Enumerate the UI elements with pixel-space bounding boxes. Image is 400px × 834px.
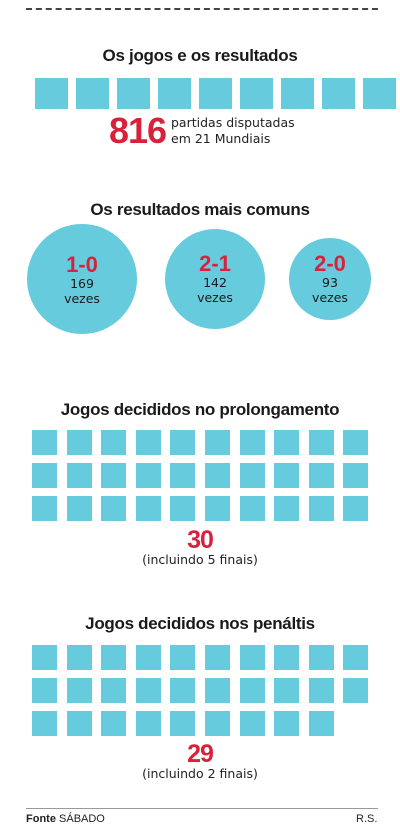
match-icon	[240, 78, 273, 109]
extra-time-caption: (incluindo 5 finais)	[142, 552, 258, 567]
extra-time-total: 30	[187, 526, 214, 554]
penalty-icon	[135, 711, 161, 736]
matches-total: 816	[109, 110, 167, 151]
extra-time-icon	[343, 463, 369, 488]
extra-time-icon	[101, 496, 127, 521]
extra-time-icon	[308, 430, 334, 455]
source-label: Fonte	[26, 813, 56, 825]
penalties-caption: (incluindo 2 finais)	[142, 766, 258, 781]
extra-time-icon	[170, 496, 196, 521]
result-bubble: 1-0 169 vezes	[27, 224, 137, 334]
match-icon	[35, 78, 68, 109]
penalty-icon	[343, 678, 369, 703]
penalty-icon	[274, 645, 300, 670]
penalty-icon	[308, 645, 334, 670]
penalty-icon	[66, 711, 92, 736]
extra-time-icon	[239, 496, 265, 521]
source-name: SÁBADO	[59, 813, 105, 825]
result-unit: vezes	[312, 290, 348, 306]
section-title-resultados: Os resultados mais comuns	[90, 200, 310, 219]
penalty-icon	[274, 711, 300, 736]
result-score: 1-0	[66, 251, 98, 277]
penalty-icon	[32, 645, 57, 670]
extra-time-icon	[205, 463, 230, 488]
extra-time-icon	[101, 463, 127, 488]
extra-time-icon	[170, 430, 196, 455]
extra-time-icon	[170, 463, 196, 488]
penalty-icon	[135, 678, 161, 703]
footer-rule	[26, 808, 378, 809]
extra-time-icon	[135, 496, 161, 521]
match-icon	[322, 78, 355, 109]
penalty-icon	[66, 645, 92, 670]
result-bubble: 2-0 93 vezes	[289, 238, 371, 320]
penalty-icon	[170, 711, 196, 736]
penalty-icon	[135, 645, 161, 670]
result-score: 2-0	[314, 251, 346, 277]
result-unit: vezes	[197, 290, 233, 306]
penalty-icon	[239, 711, 265, 736]
penalty-icon	[32, 711, 57, 736]
section-title-penaltis: Jogos decididos nos penáltis	[85, 614, 315, 633]
matches-caption-line2: em 21 Mundiais	[171, 131, 271, 146]
extra-time-icon	[66, 430, 92, 455]
extra-time-icon	[205, 430, 230, 455]
penalty-icon	[239, 678, 265, 703]
extra-time-icon	[32, 430, 57, 455]
result-score: 2-1	[199, 251, 231, 277]
penalty-icon	[205, 711, 230, 736]
result-bubble: 2-1 142 vezes	[164, 228, 266, 330]
extra-time-icon	[308, 496, 334, 521]
top-dashed-rule	[26, 8, 378, 10]
match-icon	[158, 78, 191, 109]
penalty-icon	[32, 678, 57, 703]
section-title-jogos: Os jogos e os resultados	[102, 46, 298, 65]
section-title-prolongamento: Jogos decididos no prolongamento	[60, 400, 340, 419]
penalty-icon	[170, 645, 196, 670]
result-count: 142	[203, 275, 227, 291]
penalty-icon	[308, 678, 334, 703]
extra-time-icon	[32, 463, 57, 488]
extra-time-icon	[101, 430, 127, 455]
extra-time-icon	[274, 463, 300, 488]
footer-author: R.S.	[356, 813, 378, 825]
extra-time-icon	[274, 430, 300, 455]
penalty-icon	[101, 711, 127, 736]
penalty-icon	[239, 645, 265, 670]
extra-time-icon	[308, 463, 334, 488]
penalty-icon	[308, 711, 334, 736]
extra-time-icon	[135, 430, 161, 455]
match-icon	[76, 78, 109, 109]
extra-time-icon	[135, 463, 161, 488]
penalty-icon	[66, 678, 92, 703]
penalty-icon	[170, 678, 196, 703]
extra-time-icon	[274, 496, 300, 521]
penalties-total: 29	[187, 740, 214, 768]
extra-time-icon	[239, 463, 265, 488]
penalty-icon	[205, 678, 230, 703]
result-count: 93	[322, 275, 338, 291]
match-icon	[117, 78, 150, 109]
matches-caption-line1: partidas disputadas	[171, 115, 295, 130]
match-icon	[199, 78, 232, 109]
penalty-icon	[343, 645, 369, 670]
extra-time-icon	[66, 463, 92, 488]
extra-time-icon	[239, 430, 265, 455]
extra-time-icon	[32, 496, 57, 521]
result-unit: vezes	[64, 290, 100, 306]
penalty-icon	[205, 645, 230, 670]
extra-time-icon	[343, 430, 369, 455]
penalty-icon	[101, 645, 127, 670]
footer-source: Fonte SÁBADO	[26, 813, 105, 825]
result-count: 169	[70, 275, 94, 291]
match-icon	[281, 78, 314, 109]
penalty-icon	[101, 678, 127, 703]
extra-time-icon	[66, 496, 92, 521]
extra-time-icon	[343, 496, 369, 521]
penalty-icon	[274, 678, 300, 703]
match-icon	[363, 78, 396, 109]
extra-time-icon	[205, 496, 230, 521]
